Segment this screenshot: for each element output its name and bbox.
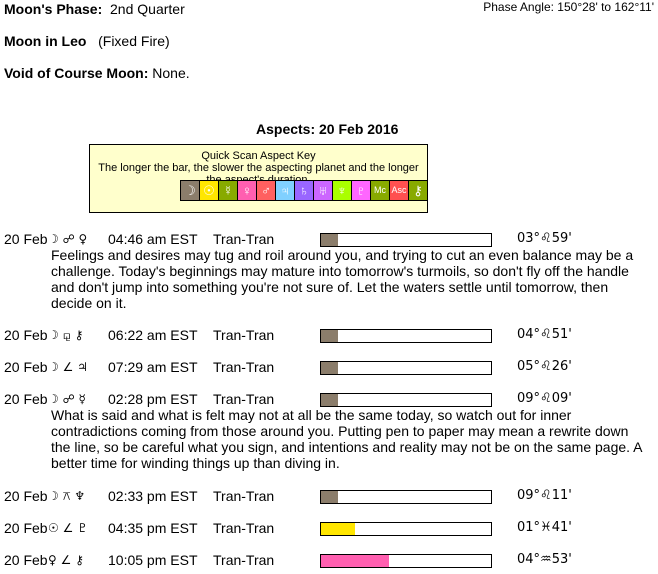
key-swatch: ♆ [333,181,352,200]
aspect-position: 03°♌59' [517,231,572,246]
aspect-glyphs: ☽ ☍ ♀ [48,232,88,246]
duration-bar [320,393,492,407]
key-swatch: ♇ [352,181,371,200]
key-swatches: ☽ ☉ ☿ ♀ ♂ ♃ ♄ ♅ ♆ ♇ Mc Asc ⚷ [180,180,428,201]
aspect-row: 20 Feb ☽ ⚻ ♆ 02:33 pm EST Tran-Tran 09°♌… [0,488,658,504]
aspect-type: Tran-Tran [213,552,275,568]
duration-bar [320,233,492,247]
duration-bar [320,490,492,504]
aspect-glyphs: ♀ ∠ ⚷ [48,553,84,567]
duration-bar [320,329,492,343]
aspect-time: 04:35 pm EST [108,520,198,536]
aspect-row: 20 Feb ☽ ☍ ♀ 04:46 am EST Tran-Tran 03°♌… [0,231,658,247]
aspect-position: 09°♌11' [517,488,572,503]
aspect-date: 20 Feb [4,552,48,568]
aspect-row: 20 Feb ☽ ☍ ☿ 02:28 pm EST Tran-Tran 09°♌… [0,391,658,407]
key-title: Quick Scan Aspect Key [201,150,316,162]
aspect-type: Tran-Tran [213,231,275,247]
void-of-course: Void of Course Moon: None. [4,65,190,81]
duration-bar-fill [321,394,338,406]
duration-bar-fill [321,330,338,342]
duration-bar [320,554,492,568]
key-swatch: ♀ [238,181,257,200]
aspect-time: 02:28 pm EST [108,391,198,407]
aspect-date: 20 Feb [4,391,48,407]
aspect-type: Tran-Tran [213,391,275,407]
aspect-description: Feelings and desires may tug and roil ar… [51,247,634,311]
aspect-position: 04°♌51' [517,327,572,342]
aspect-time: 04:46 am EST [108,231,198,247]
aspect-row: 20 Feb ☽ ⚼ ⚷ 06:22 am EST Tran-Tran 04°♌… [0,327,658,343]
void-value: None. [152,65,190,81]
key-swatch: ♅ [314,181,333,200]
moon-phase-label: Moon's Phase: [4,1,103,17]
duration-bar-fill [321,234,338,246]
aspects-title: Aspects: 20 Feb 2016 [256,121,399,137]
aspect-type: Tran-Tran [213,520,275,536]
aspect-date: 20 Feb [4,231,48,247]
aspect-time: 10:05 pm EST [108,552,198,568]
moon-phase: Moon's Phase: 2nd Quarter [4,1,185,17]
aspect-type: Tran-Tran [213,359,275,375]
aspect-time: 07:29 am EST [108,359,198,375]
duration-bar-fill [321,555,389,567]
aspect-date: 20 Feb [4,488,48,504]
aspect-glyphs: ☽ ⚼ ⚷ [48,328,84,342]
aspect-glyphs: ☽ ∠ ♃ [48,360,88,374]
aspect-row: 20 Feb ☉ ∠ ♇ 04:35 pm EST Tran-Tran 01°♓… [0,520,658,536]
duration-bar-fill [321,523,355,535]
aspect-key: Quick Scan Aspect Key The longer the bar… [89,144,428,213]
aspect-glyphs: ☉ ∠ ♇ [48,521,88,535]
void-label: Void of Course Moon: [4,65,149,81]
key-swatch: ♄ [295,181,314,200]
aspect-time: 02:33 pm EST [108,488,198,504]
duration-bar [320,522,492,536]
aspect-date: 20 Feb [4,520,48,536]
aspect-description: What is said and what is felt may not at… [51,407,642,471]
key-swatch: ☉ [200,181,219,200]
moon-sign-detail: (Fixed Fire) [98,33,170,49]
aspect-date: 20 Feb [4,359,48,375]
aspect-row: 20 Feb ♀ ∠ ⚷ 10:05 pm EST Tran-Tran 04°♒… [0,552,658,568]
key-swatch: ☽ [181,181,200,200]
moon-phase-value: 2nd Quarter [110,1,185,17]
key-swatch: ☿ [219,181,238,200]
duration-bar-fill [321,362,338,374]
key-swatch: ⚷ [409,181,427,200]
phase-angle: Phase Angle: 150°28' to 162°11' [483,0,654,14]
moon-sign-label: Moon in Leo [4,33,87,49]
aspect-type: Tran-Tran [213,327,275,343]
aspect-type: Tran-Tran [213,488,275,504]
aspect-date: 20 Feb [4,327,48,343]
key-swatch: ♃ [276,181,295,200]
duration-bar-fill [321,491,338,503]
aspect-glyphs: ☽ ⚻ ♆ [48,489,86,503]
key-swatch: Mc [371,181,390,200]
aspect-glyphs: ☽ ☍ ☿ [48,392,86,406]
aspect-time: 06:22 am EST [108,327,198,343]
aspect-position: 01°♓41' [517,520,572,535]
aspect-position: 04°♒53' [517,552,572,567]
aspect-position: 05°♌26' [517,359,572,374]
moon-sign: Moon in Leo (Fixed Fire) [4,33,170,49]
aspect-position: 09°♌09' [517,391,572,406]
key-swatch: Asc [390,181,409,200]
duration-bar [320,361,492,375]
aspect-row: 20 Feb ☽ ∠ ♃ 07:29 am EST Tran-Tran 05°♌… [0,359,658,375]
key-swatch: ♂ [257,181,276,200]
